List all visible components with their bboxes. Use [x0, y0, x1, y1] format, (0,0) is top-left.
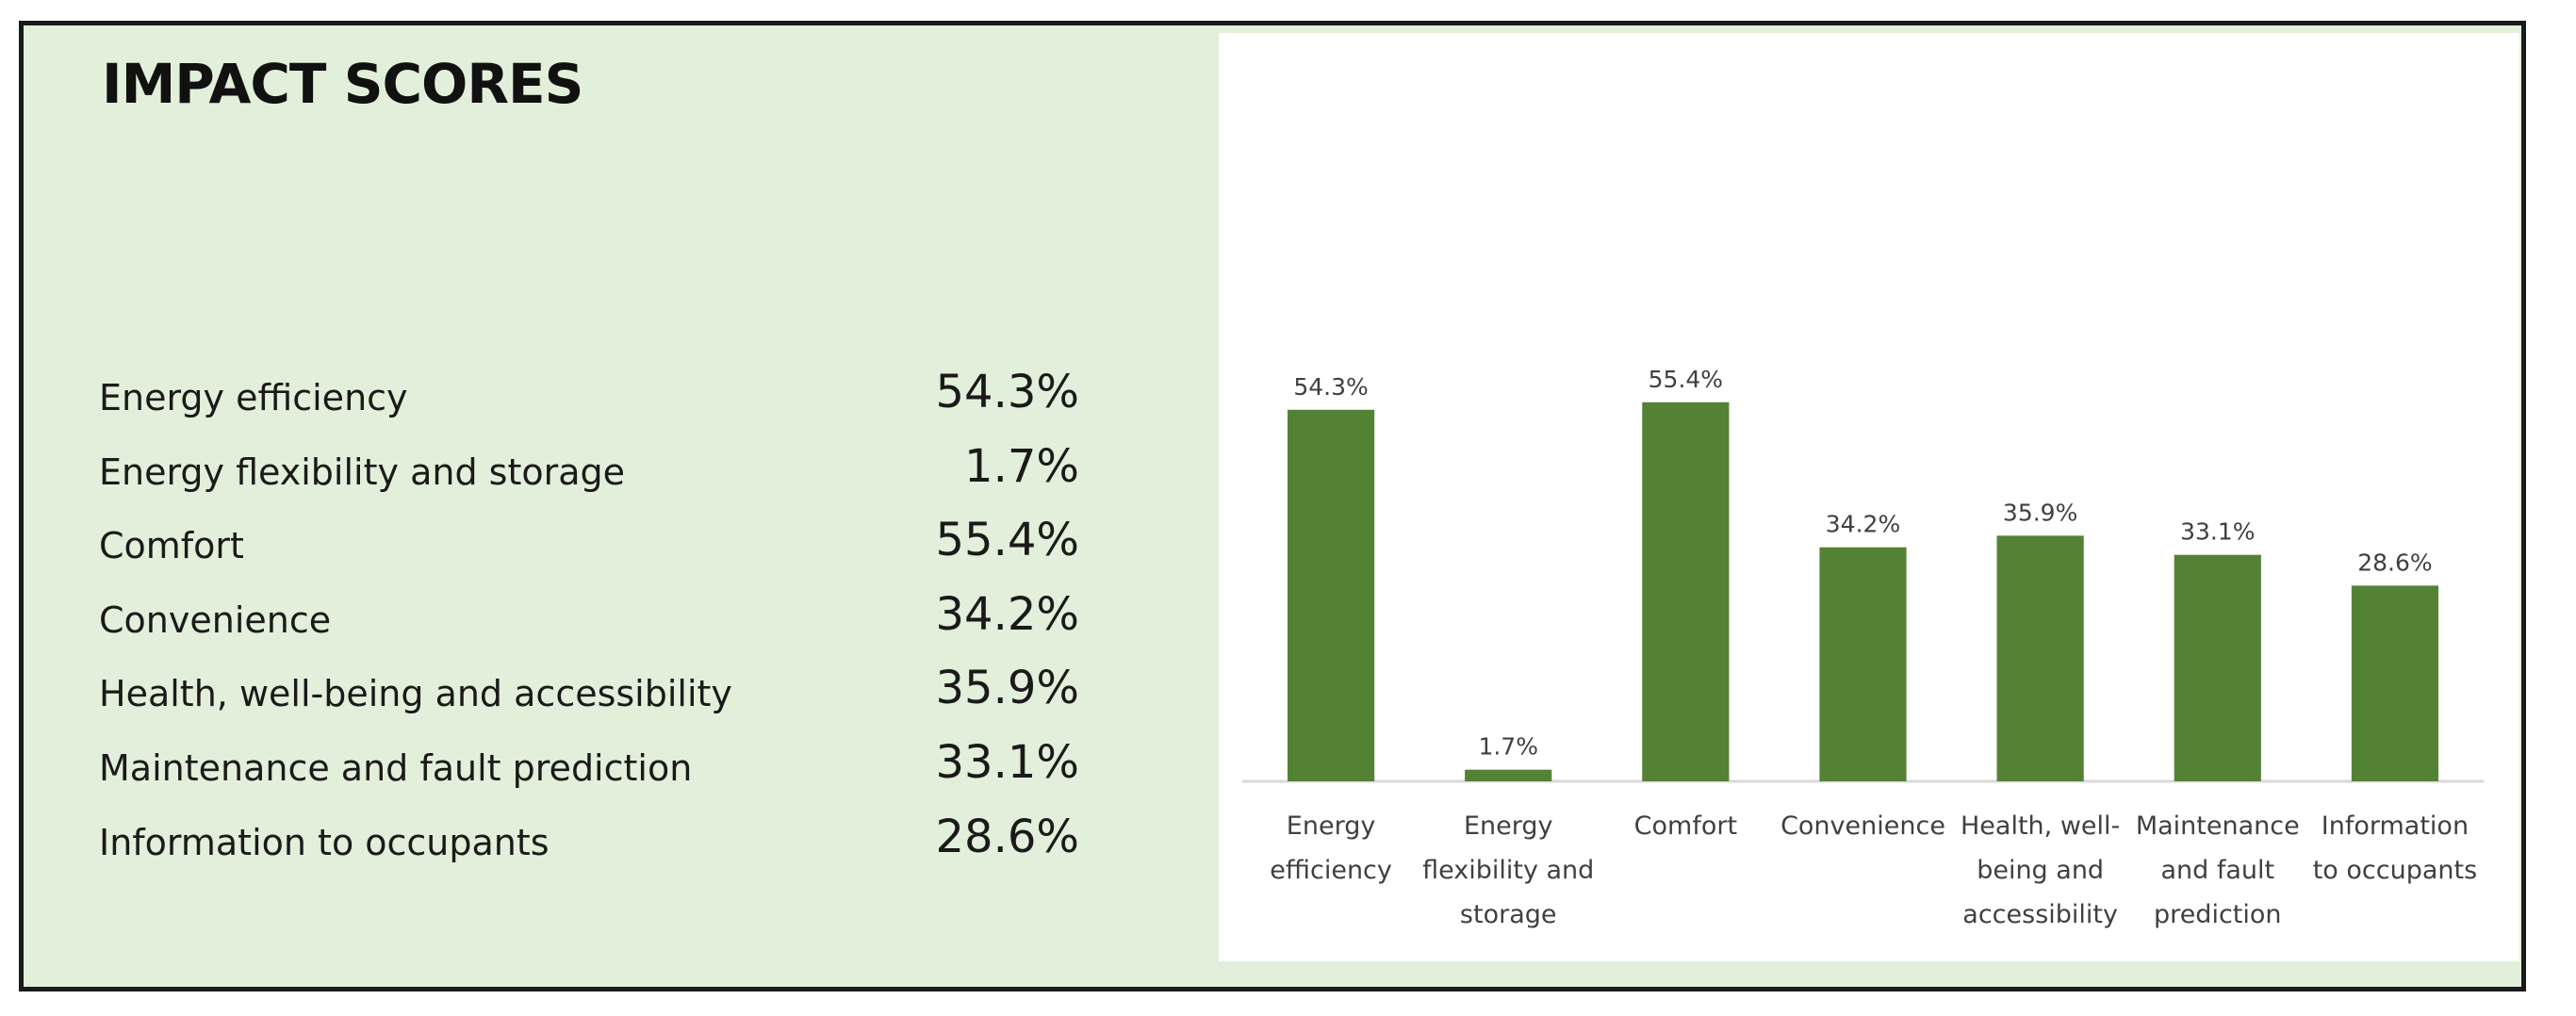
score-value: 55.4%: [935, 514, 1079, 567]
score-row: Comfort 55.4%: [99, 508, 1079, 582]
bar-data-label: 55.4%: [1649, 366, 1723, 393]
bar: [2174, 554, 2261, 781]
score-label: Energy efficiency: [99, 377, 408, 418]
bar: [2351, 585, 2439, 781]
chart-panel: 54.3% Energy efficiency 1.7% Energy flexibili…: [1219, 33, 2519, 961]
score-label: Energy flexibility and storage: [99, 451, 625, 493]
x-tick-label: Energy flexibility and storage: [1422, 811, 1594, 929]
bar: [1642, 401, 1730, 781]
score-row: Information to occupants 28.6%: [99, 805, 1079, 879]
score-list: Energy efficiency 54.3% Energy flexibili…: [99, 360, 1079, 878]
score-label: Health, well-being and accessibility: [99, 673, 732, 715]
score-row: Maintenance and fault prediction 33.1%: [99, 730, 1079, 805]
x-tick-label: Convenience: [1780, 811, 1945, 841]
x-tick-label: Health, well-being and accessibility: [1961, 811, 2120, 929]
x-tick-label: Energy efficiency: [1270, 811, 1392, 885]
bar: [1287, 409, 1375, 781]
bar: [1819, 547, 1907, 781]
x-tick-label: Comfort: [1634, 811, 1737, 841]
bar: [1996, 535, 2084, 781]
impact-scores-panel: IMPACT SCORES Energy efficiency 54.3% En…: [19, 21, 2526, 991]
score-label: Information to occupants: [99, 821, 550, 863]
score-value: 35.9%: [935, 662, 1079, 715]
x-tick-label: Information to occupants: [2313, 811, 2477, 885]
score-value: 28.6%: [935, 810, 1079, 863]
bar-data-label: 28.6%: [2357, 549, 2432, 576]
score-label: Comfort: [99, 525, 244, 567]
score-row: Health, well-being and accessibility 35.…: [99, 656, 1079, 730]
bar-chart: 54.3% Energy efficiency 1.7% Energy flexibili…: [1242, 366, 2484, 929]
score-row: Energy efficiency 54.3%: [99, 360, 1079, 434]
bar-data-label: 54.3%: [1293, 373, 1368, 401]
score-label: Convenience: [99, 598, 332, 641]
x-tick-label: Maintenance and fault prediction: [2136, 811, 2300, 929]
bar-data-label: 1.7%: [1478, 733, 1538, 761]
score-row: Convenience 34.2%: [99, 582, 1079, 657]
score-value: 33.1%: [935, 735, 1079, 789]
score-row: Energy flexibility and storage 1.7%: [99, 434, 1079, 509]
bar-data-label: 34.2%: [1826, 511, 1900, 538]
score-value: 34.2%: [935, 587, 1079, 641]
bar-data-label: 33.1%: [2180, 518, 2255, 546]
page-title: IMPACT SCORES: [102, 52, 583, 116]
bar: [1465, 769, 1552, 781]
score-label: Maintenance and fault prediction: [99, 746, 693, 789]
score-value: 54.3%: [935, 366, 1079, 418]
score-value: 1.7%: [964, 439, 1079, 493]
bar-data-label: 35.9%: [2003, 499, 2077, 526]
